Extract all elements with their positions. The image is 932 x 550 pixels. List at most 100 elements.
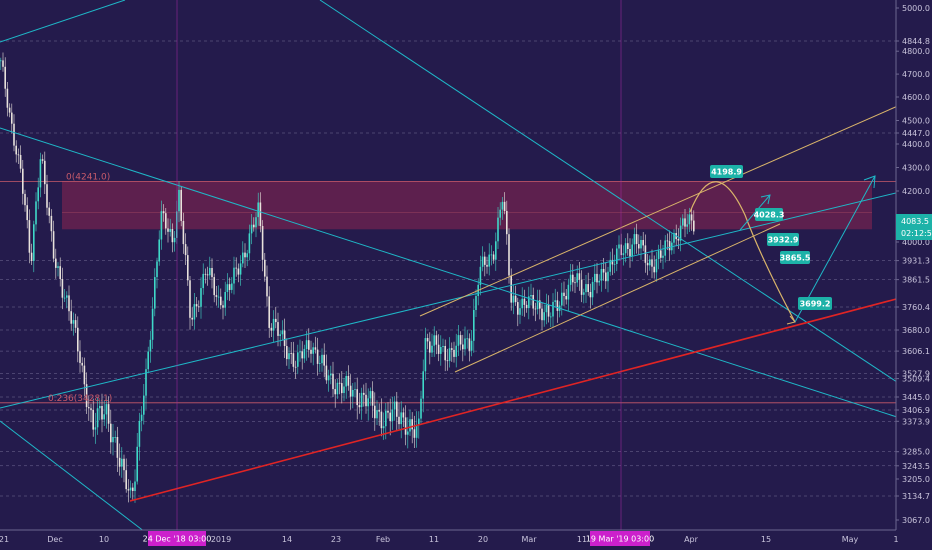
candle-body — [638, 244, 640, 249]
candle-body — [72, 320, 75, 324]
candle-body — [182, 221, 185, 245]
cursor-lines — [176, 0, 622, 530]
candle-body — [193, 304, 196, 320]
candle-body — [132, 487, 134, 491]
cursor-badge-mar: 19 Mar '19 03:00 — [586, 531, 654, 546]
resistance-zone — [62, 181, 872, 230]
time-label-dec: Dec — [47, 535, 62, 544]
candle-body — [385, 410, 387, 427]
candle-body — [261, 226, 264, 260]
candle-body — [250, 224, 253, 234]
candle-body — [613, 263, 616, 265]
callout-4198-label: 4198.9 — [711, 168, 742, 177]
cursor-badge-dec-label: 24 Dec '18 03:00 — [143, 535, 212, 544]
candle-body — [409, 419, 411, 432]
candle-body — [693, 220, 695, 232]
candle-body — [239, 263, 242, 275]
candle-body — [492, 254, 495, 260]
axis-label-7: 4400.0 — [902, 140, 930, 149]
candle-body — [244, 252, 246, 258]
candle-body — [624, 243, 627, 254]
candle-body — [17, 154, 20, 156]
candle-body — [336, 382, 339, 395]
axis-label-6: 4447.0 — [902, 129, 930, 138]
candle-body — [41, 159, 44, 161]
candle-body — [525, 304, 528, 309]
axis-label-23: 3205.0 — [902, 475, 930, 484]
candle-body — [79, 351, 81, 363]
candle-body — [497, 217, 499, 242]
candle-body — [217, 296, 220, 298]
candle-body — [466, 338, 468, 340]
candle-body — [314, 347, 317, 350]
candle-body — [629, 249, 631, 257]
candle-body — [279, 334, 281, 336]
candle-body — [255, 217, 257, 228]
candle-body — [686, 224, 688, 227]
candle-body — [242, 252, 244, 264]
candle-body — [640, 240, 642, 249]
candle-body — [633, 234, 636, 245]
candle-body — [400, 412, 402, 425]
candle-body — [107, 404, 110, 424]
candle-body — [556, 300, 559, 311]
candle-body — [268, 296, 270, 328]
candle-body — [611, 259, 614, 265]
candle-body — [371, 391, 374, 406]
candle-body — [534, 308, 537, 310]
candle-body — [415, 424, 418, 438]
candle-body — [514, 295, 517, 303]
candle-body — [275, 318, 277, 323]
candle-body — [376, 410, 378, 419]
candle-body — [160, 211, 163, 240]
candle-body — [367, 398, 369, 407]
candle-body — [576, 273, 578, 283]
candle-body — [237, 268, 240, 275]
candle-body — [195, 304, 198, 307]
candle-body — [222, 305, 224, 308]
candle-body — [151, 308, 154, 340]
candle-body — [116, 437, 119, 458]
candle-body — [431, 345, 433, 353]
candle-body — [165, 213, 167, 229]
candle-body — [552, 301, 554, 317]
candle-body — [55, 258, 57, 268]
candle-body — [83, 365, 86, 385]
candle-body — [105, 404, 108, 415]
candle-body — [387, 410, 389, 413]
candle-body — [600, 269, 603, 281]
candle-body — [187, 255, 189, 281]
candle-body — [495, 241, 497, 260]
candle-body — [143, 395, 145, 415]
candle-body — [178, 189, 180, 212]
candle-body — [169, 229, 171, 232]
candle-body — [602, 269, 605, 273]
candle-body — [499, 209, 501, 218]
callout-3699: 3699.2 — [798, 297, 832, 310]
axis-label-4: 4600.0 — [902, 93, 930, 102]
candle-body — [288, 353, 290, 360]
candle-body — [464, 338, 466, 350]
candle-body — [462, 344, 464, 350]
channel-top-line — [419, 104, 901, 317]
candle-body — [231, 283, 233, 290]
candle-body — [272, 318, 275, 331]
candle-body — [90, 408, 92, 410]
fib-level-0236-label: 0.236(3428.1) — [48, 394, 112, 404]
candle-body — [6, 88, 9, 108]
candle-body — [24, 193, 26, 206]
candle-body — [389, 412, 391, 422]
candle-body — [226, 284, 229, 292]
candle-body — [0, 60, 2, 62]
candle-body — [651, 259, 653, 267]
candle-body — [677, 239, 680, 241]
time-label-11: 11 — [429, 535, 439, 544]
candle-body — [290, 353, 292, 354]
candle-body — [508, 234, 510, 276]
candle-body — [484, 256, 486, 265]
candle-body — [536, 300, 539, 310]
candle-body — [347, 376, 350, 386]
candle-body — [136, 446, 138, 482]
